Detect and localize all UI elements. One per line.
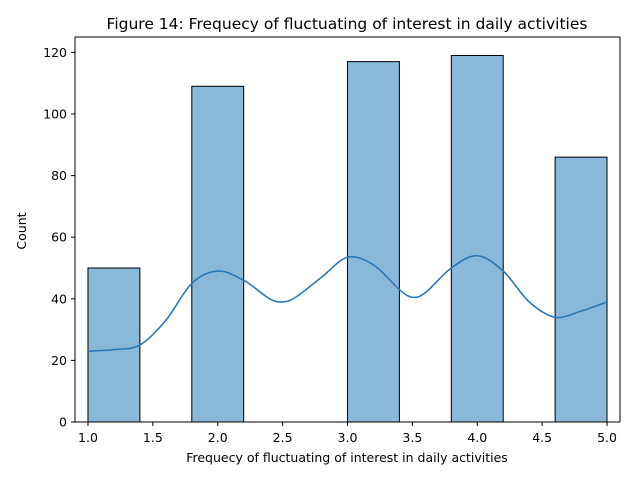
x-ticks-group: 1.0 1.5 2.0 2.5 3.0 3.5 4.0 4.5 5.0 <box>78 422 617 445</box>
y-tick-label: 60 <box>51 230 67 245</box>
x-tick-label: 4.5 <box>532 430 552 445</box>
chart-title: Figure 14: Frequecy of fluctuating of in… <box>107 15 588 33</box>
y-tick-label: 0 <box>59 415 67 430</box>
x-tick-label: 5.0 <box>597 430 617 445</box>
x-tick-label: 4.0 <box>467 430 487 445</box>
y-tick-label: 100 <box>43 107 67 122</box>
histogram-bar-5 <box>554 156 608 423</box>
y-axis-label: Count <box>14 212 29 249</box>
x-tick-label: 3.0 <box>338 430 358 445</box>
histogram-bar-1 <box>87 267 141 423</box>
x-tick-label: 3.5 <box>402 430 422 445</box>
x-tick-label: 1.0 <box>78 430 98 445</box>
y-tick-label: 80 <box>51 168 67 183</box>
histogram-bar-2 <box>191 85 245 423</box>
x-axis-label: Frequecy of fluctuating of interest in d… <box>186 450 508 465</box>
bars-group <box>87 54 608 423</box>
histogram-bar-4 <box>450 54 504 423</box>
histogram-bar-3 <box>347 61 400 423</box>
kde-line <box>87 254 608 352</box>
x-tick-label: 2.5 <box>273 430 293 445</box>
y-tick-label: 120 <box>43 45 67 60</box>
x-tick-label: 1.5 <box>143 430 163 445</box>
y-tick-label: 20 <box>51 353 67 368</box>
y-ticks-group: 0 20 40 60 80 100 120 <box>43 45 75 430</box>
kde-group <box>87 254 608 352</box>
x-tick-label: 2.0 <box>208 430 228 445</box>
y-tick-label: 40 <box>51 291 67 306</box>
